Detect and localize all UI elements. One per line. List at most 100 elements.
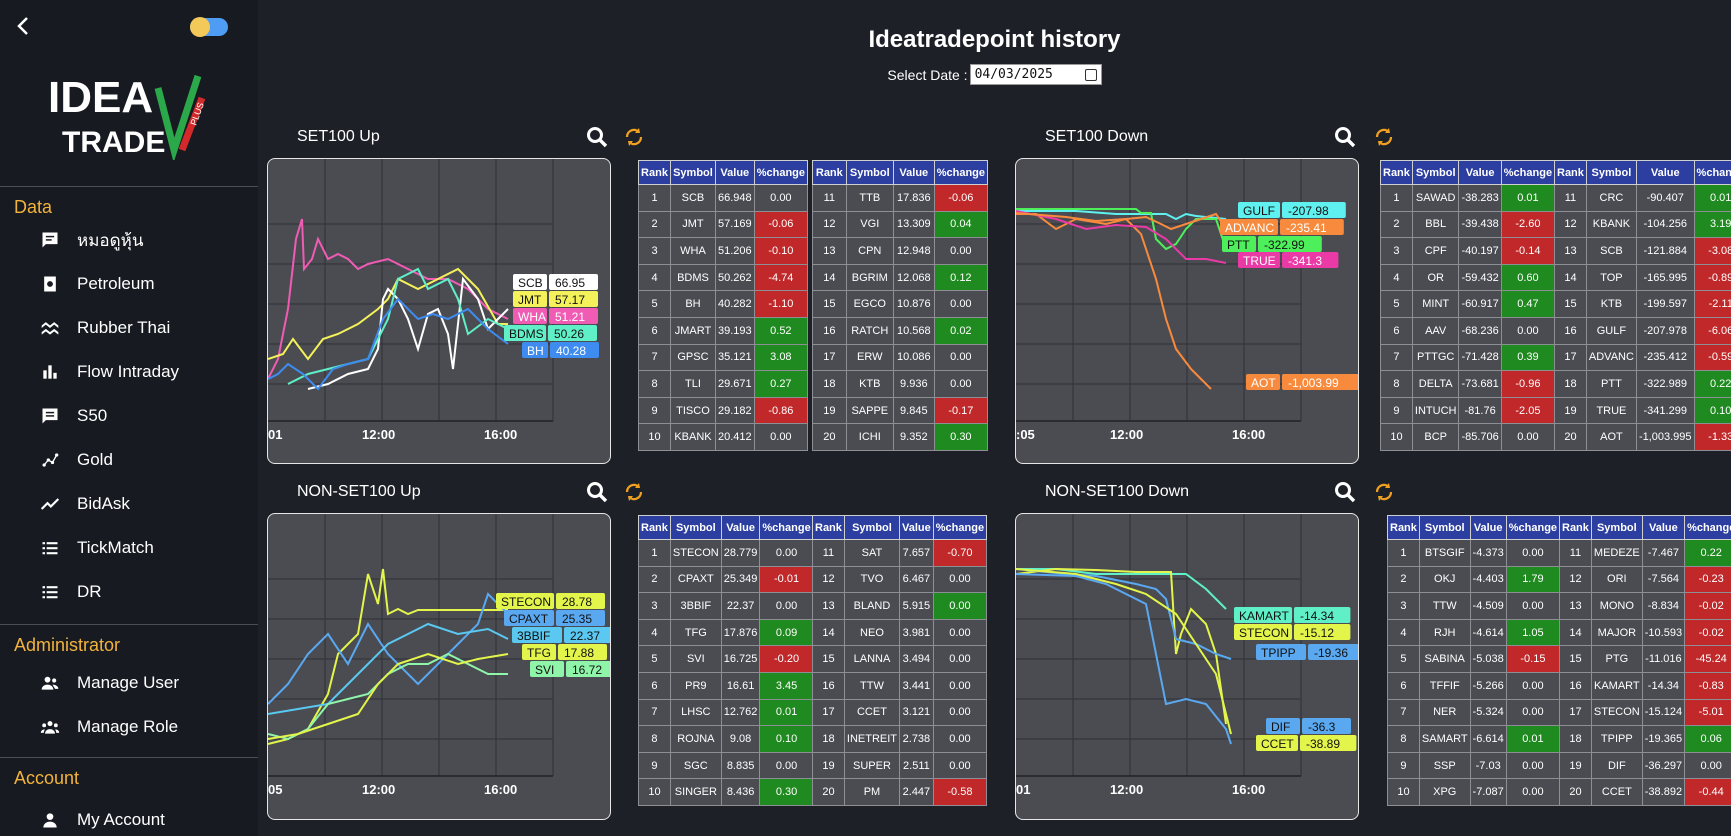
refresh-icon[interactable] xyxy=(622,480,646,504)
sidebar-item-หมอดูหุ้น[interactable]: หมอดูหุ้น xyxy=(0,218,258,262)
table-row[interactable]: 19 SAPPE 9.845 -0.17 xyxy=(812,396,989,425)
sidebar-item-manage-user[interactable]: Manage User xyxy=(0,661,258,705)
table-row[interactable]: 12 TVO 6.467 0.00 xyxy=(812,565,988,594)
refresh-icon[interactable] xyxy=(1372,480,1396,504)
sidebar-item-bidask[interactable]: BidAsk xyxy=(0,482,258,526)
table-row[interactable]: 2 OKJ -4.403 1.79 xyxy=(1387,565,1561,594)
panel-non-set100-up-chart[interactable]: 05 12:00 16:00 STECON 28.78 CPAXT 25.35 3BBIF 22… xyxy=(267,513,611,820)
table-row[interactable]: 20 PM 2.447 -0.58 xyxy=(812,778,988,806)
table-row[interactable]: 13 SCB -121.884 -3.08 xyxy=(1554,237,1731,265)
table-row[interactable]: 10 SINGER 8.436 0.30 xyxy=(638,778,814,806)
table-row[interactable]: 8 TLI 29.671 0.27 xyxy=(637,370,809,398)
table-row[interactable]: 9 SSP -7.03 0.00 xyxy=(1387,751,1561,780)
table-row[interactable]: 13 BLAND 5.915 0.00 xyxy=(812,592,988,620)
search-icon[interactable] xyxy=(1333,480,1357,504)
table-row[interactable]: 8 ROJNA 9.08 0.10 xyxy=(638,725,814,753)
sidebar-item-my-account[interactable]: My Account xyxy=(0,798,258,836)
sidebar-item-rubber-thai[interactable]: Rubber Thai xyxy=(0,306,258,350)
table-row[interactable]: 3 TTW -4.509 0.00 xyxy=(1387,592,1561,620)
table-row[interactable]: 2 CPAXT 25.349 -0.01 xyxy=(638,565,814,594)
table-row[interactable]: 14 BGRIM 12.068 0.12 xyxy=(812,263,989,292)
table-row[interactable]: 4 BDMS 50.262 -4.74 xyxy=(637,263,809,292)
table-row[interactable]: 4 TFG 17.876 0.09 xyxy=(638,618,814,647)
panel-set100-down-chart[interactable]: :05 12:00 16:00 GULF -207.98 ADVANC -235.41 PTT… xyxy=(1015,158,1359,464)
table-row[interactable]: 19 TRUE -341.299 0.10 xyxy=(1554,396,1731,425)
table-row[interactable]: 13 MONO -8.834 -0.02 xyxy=(1559,592,1731,620)
table-row[interactable]: 5 SVI 16.725 -0.20 xyxy=(638,645,814,673)
table-row[interactable]: 14 MAJOR -10.593 -0.02 xyxy=(1559,618,1731,647)
table-row[interactable]: 15 KTB -199.597 -2.11 xyxy=(1554,290,1731,318)
table-row[interactable]: 18 KTB 9.936 0.00 xyxy=(812,370,989,398)
refresh-icon[interactable] xyxy=(1372,125,1396,149)
table-row[interactable]: 20 AOT -1,003.995 -1.33 xyxy=(1554,423,1731,451)
table-row[interactable]: 14 NEO 3.981 0.00 xyxy=(812,618,988,647)
search-icon[interactable] xyxy=(585,125,609,149)
table-row[interactable]: 18 INETREIT 2.738 0.00 xyxy=(812,725,988,753)
table-row[interactable]: 17 ADVANC -235.412 -0.59 xyxy=(1554,343,1731,372)
table-row[interactable]: 15 LANNA 3.494 0.00 xyxy=(812,645,988,673)
table-row[interactable]: 14 TOP -165.995 -0.89 xyxy=(1554,263,1731,292)
search-icon[interactable] xyxy=(1333,125,1357,149)
table-row[interactable]: 1 BTSGIF -4.373 0.00 xyxy=(1387,539,1561,567)
calendar-icon[interactable] xyxy=(1084,68,1097,81)
table-row[interactable]: 12 ORI -7.564 -0.23 xyxy=(1559,565,1731,594)
table-row[interactable]: 9 INTUCH -81.76 -2.05 xyxy=(1380,396,1556,425)
table-row[interactable]: 11 MEDEZE -7.467 0.22 xyxy=(1559,539,1731,567)
table-row[interactable]: 11 SAT 7.657 -0.70 xyxy=(812,539,988,567)
table-row[interactable]: 8 DELTA -73.681 -0.96 xyxy=(1380,370,1556,398)
table-row[interactable]: 20 ICHI 9.352 0.30 xyxy=(812,423,989,451)
table-row[interactable]: 15 PTG -11.016 -45.24 xyxy=(1559,645,1731,673)
table-row[interactable]: 9 TISCO 29.182 -0.86 xyxy=(637,396,809,425)
table-row[interactable]: 3 CPF -40.197 -0.14 xyxy=(1380,237,1556,265)
sidebar-item-flow-intraday[interactable]: Flow Intraday xyxy=(0,350,258,394)
table-row[interactable]: 5 BH 40.282 -1.10 xyxy=(637,290,809,318)
table-row[interactable]: 12 KBANK -104.256 3.19 xyxy=(1554,210,1731,239)
table-row[interactable]: 5 MINT -60.917 0.47 xyxy=(1380,290,1556,318)
table-row[interactable]: 6 PR9 16.61 3.45 xyxy=(638,671,814,700)
search-icon[interactable] xyxy=(585,480,609,504)
sidebar-item-dr[interactable]: DR xyxy=(0,570,258,614)
table-row[interactable]: 17 ERW 10.086 0.00 xyxy=(812,343,989,372)
table-row[interactable]: 16 KAMART -14.34 -0.83 xyxy=(1559,671,1731,700)
table-row[interactable]: 7 PTTGC -71.428 0.39 xyxy=(1380,343,1556,372)
table-row[interactable]: 5 SABINA -5.038 -0.15 xyxy=(1387,645,1561,673)
sidebar-item-petroleum[interactable]: Petroleum xyxy=(0,262,258,306)
table-row[interactable]: 7 LHSC 12.762 0.01 xyxy=(638,698,814,727)
table-row[interactable]: 6 TFFIF -5.266 0.00 xyxy=(1387,671,1561,700)
table-row[interactable]: 1 SAWAD -38.283 0.01 xyxy=(1380,184,1556,212)
table-row[interactable]: 11 CRC -90.407 0.01 xyxy=(1554,184,1731,212)
table-row[interactable]: 1 STECON 28.779 0.00 xyxy=(638,539,814,567)
table-row[interactable]: 16 GULF -207.978 -6.06 xyxy=(1554,316,1731,345)
date-input[interactable]: 04/03/2025 xyxy=(969,64,1102,85)
sidebar-item-manage-role[interactable]: Manage Role xyxy=(0,705,258,749)
table-row[interactable]: 2 BBL -39.438 -2.60 xyxy=(1380,210,1556,239)
table-row[interactable]: 7 GPSC 35.121 3.08 xyxy=(637,343,809,372)
table-row[interactable]: 8 SAMART -6.614 0.01 xyxy=(1387,725,1561,753)
theme-toggle[interactable] xyxy=(190,17,228,37)
table-row[interactable]: 6 AAV -68.236 0.00 xyxy=(1380,316,1556,345)
sidebar-item-tickmatch[interactable]: TickMatch xyxy=(0,526,258,570)
sidebar-item-gold[interactable]: Gold xyxy=(0,438,258,482)
table-row[interactable]: 4 RJH -4.614 1.05 xyxy=(1387,618,1561,647)
table-row[interactable]: 16 RATCH 10.568 0.02 xyxy=(812,316,989,345)
table-row[interactable]: 17 STECON -15.124 -5.01 xyxy=(1559,698,1731,727)
table-row[interactable]: 18 TPIPP -19.365 0.06 xyxy=(1559,725,1731,753)
sidebar-item-s50[interactable]: S50 xyxy=(0,394,258,438)
table-row[interactable]: 6 JMART 39.193 0.52 xyxy=(637,316,809,345)
table-row[interactable]: 19 DIF -36.297 0.00 xyxy=(1559,751,1731,780)
table-row[interactable]: 16 TTW 3.441 0.00 xyxy=(812,671,988,700)
table-row[interactable]: 7 NER -5.324 0.00 xyxy=(1387,698,1561,727)
table-row[interactable]: 19 SUPER 2.511 0.00 xyxy=(812,751,988,780)
table-row[interactable]: 20 CCET -38.892 -0.44 xyxy=(1559,778,1731,806)
table-row[interactable]: 3 3BBIF 22.37 0.00 xyxy=(638,592,814,620)
table-row[interactable]: 13 CPN 12.948 0.00 xyxy=(812,237,989,265)
table-row[interactable]: 9 SGC 8.835 0.00 xyxy=(638,751,814,780)
panel-set100-up-chart[interactable]: 01 12:00 16:00 SCB 66.95 JMT 57.17 WHA 51.21 BDMS… xyxy=(267,158,611,464)
table-row[interactable]: 1 SCB 66.948 0.00 xyxy=(637,184,809,212)
table-row[interactable]: 10 XPG -7.087 0.00 xyxy=(1387,778,1561,806)
table-row[interactable]: 12 VGI 13.309 0.04 xyxy=(812,210,989,239)
table-row[interactable]: 18 PTT -322.989 0.22 xyxy=(1554,370,1731,398)
panel-non-set100-down-chart[interactable]: 01 12:00 16:00 KAMART -14.34 STECON -15.12 TPIP… xyxy=(1015,513,1359,820)
table-row[interactable]: 3 WHA 51.206 -0.10 xyxy=(637,237,809,265)
table-row[interactable]: 11 TTB 17.836 -0.06 xyxy=(812,184,989,212)
